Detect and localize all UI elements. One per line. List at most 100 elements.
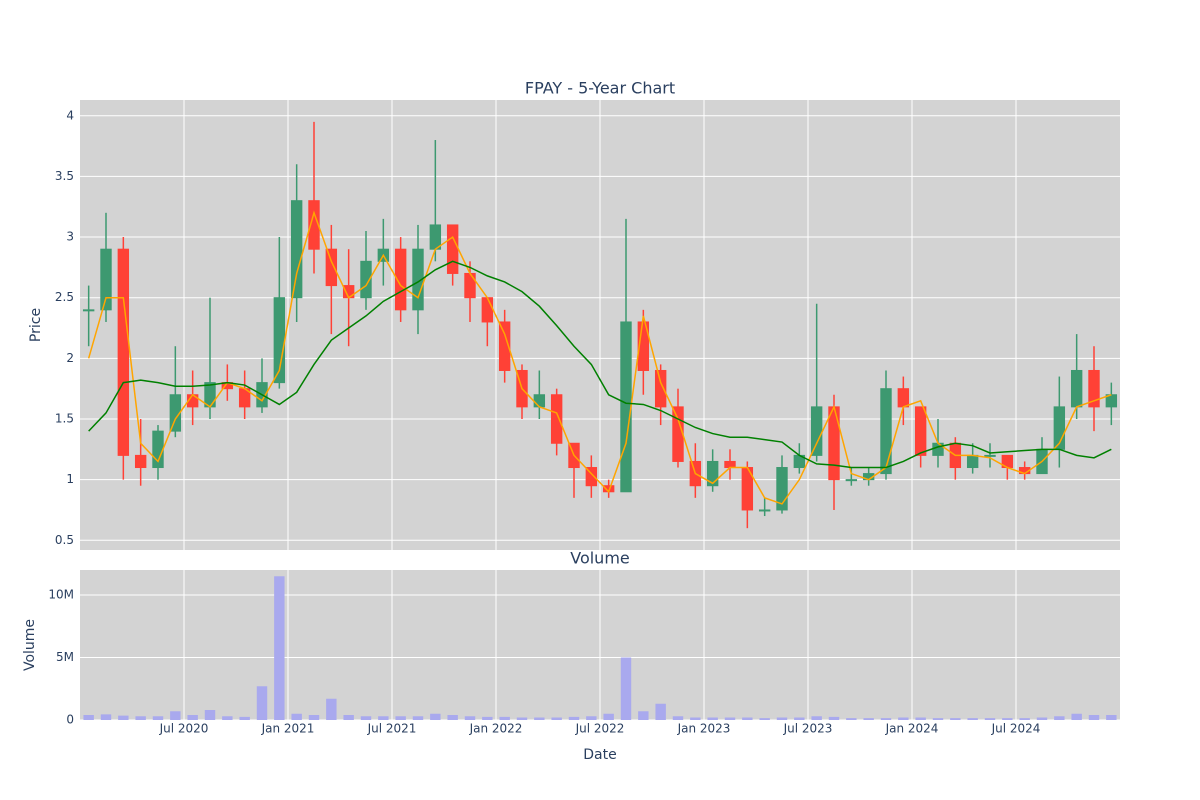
volume-bar bbox=[759, 718, 770, 720]
volume-bar bbox=[256, 686, 268, 720]
volume-bar bbox=[395, 716, 406, 720]
volume-bar bbox=[811, 716, 822, 720]
candle-body bbox=[325, 248, 338, 287]
volume-bar bbox=[932, 718, 944, 720]
candle-body bbox=[498, 321, 511, 371]
x-tick-label: Jul 2020 bbox=[159, 722, 209, 736]
volume-bar bbox=[724, 717, 736, 720]
candle-body bbox=[204, 382, 216, 408]
candle-body bbox=[897, 388, 910, 408]
volume-bar bbox=[898, 717, 909, 720]
volume-bar bbox=[846, 718, 857, 720]
y-tick-label: 2.5 bbox=[55, 290, 74, 304]
volume-bar bbox=[1054, 716, 1065, 720]
candle-body bbox=[550, 394, 563, 444]
volume-bar bbox=[776, 717, 788, 720]
volume-bar bbox=[638, 711, 649, 720]
x-tick-label: Jan 2024 bbox=[885, 722, 939, 736]
volume-bar bbox=[863, 718, 874, 720]
candle-body bbox=[758, 509, 771, 512]
volume-bar bbox=[672, 716, 684, 720]
volume-bar bbox=[1002, 718, 1013, 720]
volume-bar bbox=[204, 710, 216, 720]
volume-bar bbox=[187, 715, 198, 720]
y-axis-title: Price bbox=[28, 308, 44, 342]
candle-body bbox=[429, 224, 442, 250]
volume-bar bbox=[118, 715, 129, 720]
volume-bar bbox=[1071, 713, 1082, 720]
candle-body bbox=[290, 200, 303, 299]
volume-bar bbox=[967, 718, 978, 720]
candle-body bbox=[914, 406, 927, 456]
volume-bar bbox=[464, 716, 476, 720]
volume-bar bbox=[984, 718, 996, 720]
volume-bar bbox=[690, 717, 701, 720]
candle-body bbox=[533, 394, 546, 408]
x-tick-label: Jan 2022 bbox=[469, 722, 523, 736]
candle-body bbox=[394, 248, 407, 311]
candle-body bbox=[360, 260, 372, 299]
volume-bar bbox=[135, 716, 146, 720]
candle-body bbox=[984, 454, 996, 457]
candle-body bbox=[308, 200, 320, 250]
volume-bar bbox=[586, 716, 597, 720]
candle-body bbox=[117, 248, 130, 456]
y-tick-label: 3.5 bbox=[55, 169, 74, 183]
volume-bar bbox=[152, 716, 164, 720]
x-axis-title: Date bbox=[583, 747, 616, 763]
x-tick-label: Jul 2024 bbox=[991, 722, 1041, 736]
volume-bar bbox=[291, 713, 302, 720]
candle-body bbox=[706, 460, 719, 487]
volume-bar bbox=[170, 711, 181, 720]
volume-bar bbox=[950, 718, 961, 720]
x-tick-label: Jul 2023 bbox=[783, 722, 833, 736]
y-tick-label: 0 bbox=[66, 713, 74, 727]
candle-body bbox=[100, 248, 112, 311]
volume-bar bbox=[1106, 715, 1117, 720]
y-tick-label: 4 bbox=[66, 108, 74, 122]
volume-bar bbox=[430, 713, 441, 720]
candle-body bbox=[585, 467, 598, 487]
candle-body bbox=[412, 248, 424, 311]
y-tick-label: 1 bbox=[66, 472, 74, 486]
y-tick-label: 0.5 bbox=[55, 533, 74, 547]
y-axis-title: Volume bbox=[22, 619, 38, 671]
chart-title: FPAY - 5-Year Chart bbox=[525, 79, 675, 98]
candle-body bbox=[845, 479, 858, 482]
volume-bar bbox=[343, 715, 354, 720]
candle-body bbox=[776, 467, 788, 511]
volume-bar bbox=[742, 717, 753, 720]
volume-bar bbox=[707, 717, 718, 720]
volume-bar bbox=[1019, 718, 1030, 720]
volume-bar bbox=[239, 716, 250, 720]
candle-body bbox=[1088, 369, 1100, 408]
candle-body bbox=[966, 454, 979, 469]
volume-bar bbox=[655, 703, 666, 720]
volume-bar bbox=[1088, 715, 1100, 720]
volume-bar bbox=[568, 716, 580, 720]
candle-body bbox=[446, 224, 459, 274]
y-tick-label: 3 bbox=[66, 230, 74, 244]
volume-title: Volume bbox=[570, 549, 630, 568]
candle-body bbox=[724, 460, 736, 469]
volume-bar bbox=[308, 715, 320, 720]
moving-average-line bbox=[88, 260, 1112, 469]
y-tick-label: 1.5 bbox=[55, 412, 74, 426]
moving-average-line bbox=[87, 210, 1112, 505]
candle-body bbox=[828, 406, 840, 481]
candle-body bbox=[637, 321, 650, 371]
volume-bar bbox=[222, 716, 233, 720]
volume-bar bbox=[360, 716, 372, 720]
candle-body bbox=[464, 272, 476, 299]
volume-bar bbox=[100, 714, 112, 720]
candle-body bbox=[481, 297, 494, 323]
candle-body bbox=[672, 406, 684, 462]
x-tick-label: Jan 2023 bbox=[677, 722, 731, 736]
volume-bar bbox=[499, 716, 510, 720]
volume-bar bbox=[551, 717, 562, 720]
y-tick-label: 2 bbox=[66, 351, 74, 365]
candle-body bbox=[620, 321, 632, 493]
volume-bar bbox=[534, 717, 545, 720]
x-tick-label: Jul 2022 bbox=[575, 722, 625, 736]
candle-body bbox=[810, 406, 823, 456]
